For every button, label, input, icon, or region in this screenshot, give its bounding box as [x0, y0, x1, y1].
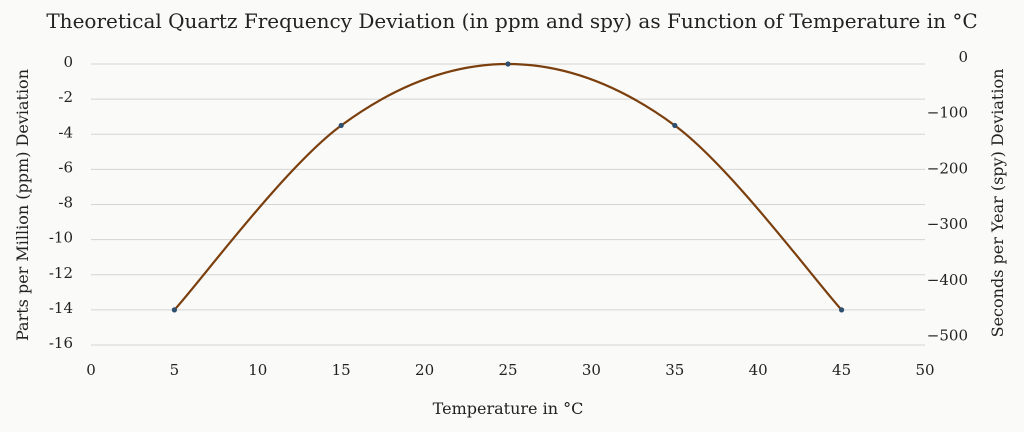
data-point: [839, 307, 845, 313]
y-tick-label: -16: [49, 334, 73, 352]
data-point: [338, 122, 344, 129]
y-axis-title: Parts per Million (ppm) Deviation: [13, 69, 32, 341]
series-group: [171, 61, 845, 313]
x-tick-label: 45: [832, 361, 851, 379]
x-tick-label: 50: [915, 361, 934, 379]
data-point: [672, 122, 678, 129]
y-tick-label: -14: [49, 299, 73, 317]
data-point: [171, 307, 177, 313]
y2-axis-title: Seconds per Year (spy) Deviation: [988, 69, 1007, 338]
chart-title: Theoretical Quartz Frequency Deviation (…: [46, 9, 977, 33]
data-point: [505, 61, 511, 67]
x-tick-label: 5: [170, 361, 180, 379]
grid-lines: [91, 63, 925, 346]
y-tick-label: -8: [58, 194, 73, 212]
y-tick-label: -12: [49, 264, 73, 282]
y2-tick-label: −400: [927, 271, 968, 289]
y2-tick-label: −100: [927, 104, 968, 122]
y2-tick-label: −500: [927, 326, 968, 344]
x-tick-label: 20: [415, 361, 434, 379]
x-axis-title: Temperature in °C: [433, 399, 584, 418]
x-tick-label: 25: [498, 361, 517, 379]
y-tick-label: -10: [49, 229, 73, 247]
x-tick-label: 0: [86, 361, 96, 379]
axes: 0 -2 -4 -6 -8 -10 -12 -14 -16 0 −100 −200 −300 −400 −5…: [49, 48, 968, 379]
x-tick-label: 15: [332, 361, 351, 379]
y-tick-label: -4: [58, 123, 73, 141]
y-tick-label: 0: [63, 53, 73, 71]
series-line: [173, 62, 843, 311]
y2-tick-label: 0: [958, 48, 968, 66]
y2-tick-label: −200: [927, 159, 968, 177]
x-tick-label: 40: [749, 361, 768, 379]
x-tick-label: 35: [665, 361, 684, 379]
y2-tick-label: −300: [927, 215, 968, 233]
x-tick-label: 10: [248, 361, 267, 379]
y-tick-label: -6: [58, 158, 73, 176]
x-tick-label: 30: [582, 361, 601, 379]
y-tick-label: -2: [58, 88, 73, 106]
